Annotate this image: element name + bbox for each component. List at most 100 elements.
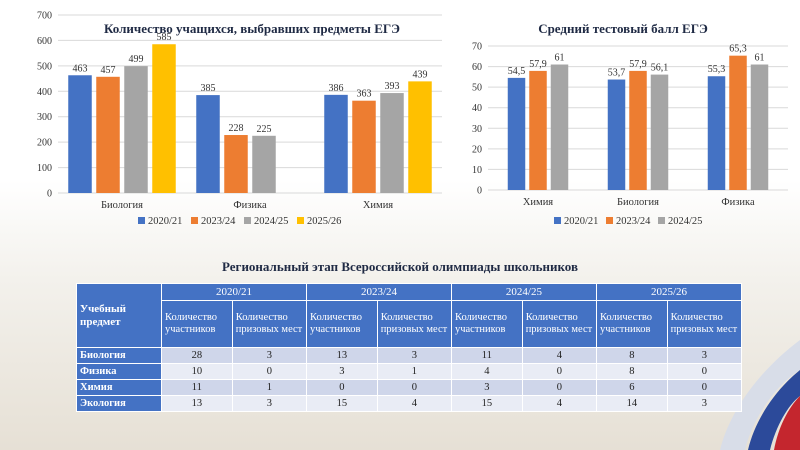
students-chart: Количество учащихся, выбравших предметы … — [37, 11, 442, 227]
table-cell: 1 — [231, 379, 307, 396]
legend-label: 2020/21 — [148, 216, 182, 227]
table-row: Физика 10 0 3 1 4 0 8 0 — [76, 363, 743, 380]
olympiad-title: Региональный этап Всероссийской олимпиад… — [222, 259, 578, 274]
participants-header: Количество участников — [161, 300, 233, 348]
data-label: 61 — [555, 53, 565, 64]
flag-swoosh-decoration — [720, 340, 800, 450]
data-label: 61 — [755, 53, 765, 64]
data-label: 463 — [73, 63, 88, 74]
chart-title: Количество учащихся, выбравших предметы … — [104, 21, 400, 36]
subject-cell: Биология — [76, 347, 162, 364]
table-cell: 0 — [666, 363, 743, 380]
data-label: 363 — [357, 89, 372, 100]
bar — [124, 66, 148, 193]
data-label: 225 — [257, 124, 272, 135]
table-cell: 3 — [666, 395, 743, 412]
table-row: Биология 28 3 13 3 11 4 8 3 — [76, 347, 743, 364]
participants-header: Количество участников — [450, 300, 523, 348]
bar — [750, 64, 769, 190]
bar — [550, 64, 569, 190]
table-cell: 15 — [305, 395, 378, 412]
legend-label: 2020/21 — [564, 216, 598, 227]
winners-header: Количество призовых мест — [231, 300, 307, 348]
table-cell: 11 — [450, 347, 523, 364]
legend-label: 2023/24 — [616, 216, 651, 227]
year-header: 2020/21 — [161, 283, 307, 301]
data-label: 57,9 — [529, 59, 547, 70]
table-cell: 1 — [376, 363, 452, 380]
table-row: Химия 11 1 0 0 3 0 6 0 — [76, 379, 743, 396]
subject-cell: Физика — [76, 363, 162, 380]
y-tick-label: 0 — [477, 186, 482, 197]
table-cell: 0 — [666, 379, 743, 396]
table-cell: 3 — [666, 347, 743, 364]
winners-header: Количество призовых мест — [521, 300, 597, 348]
data-label: 57,9 — [629, 59, 647, 70]
data-label: 386 — [329, 83, 344, 94]
bar — [650, 74, 669, 190]
legend-swatch — [244, 217, 251, 224]
table-cell: 11 — [161, 379, 233, 396]
x-tick-label: Биология — [101, 200, 143, 211]
y-tick-label: 400 — [37, 87, 52, 98]
legend-label: 2023/24 — [201, 216, 236, 227]
bar — [607, 79, 626, 190]
y-tick-label: 300 — [37, 112, 52, 123]
legend-swatch — [191, 217, 198, 224]
table-cell: 13 — [305, 347, 378, 364]
y-tick-label: 0 — [47, 189, 52, 200]
data-label: 228 — [229, 123, 244, 134]
x-tick-label: Физика — [721, 197, 755, 208]
y-tick-label: 500 — [37, 61, 52, 72]
x-tick-label: Биология — [617, 197, 659, 208]
table-cell: 0 — [231, 363, 307, 380]
data-label: 499 — [129, 54, 144, 65]
y-tick-label: 200 — [37, 138, 52, 149]
x-tick-label: Физика — [233, 200, 267, 211]
table-cell: 13 — [161, 395, 233, 412]
table-cell: 3 — [231, 347, 307, 364]
y-tick-label: 60 — [472, 62, 482, 73]
data-label: 54,5 — [508, 66, 526, 77]
bar — [96, 76, 120, 193]
table-cell: 14 — [595, 395, 668, 412]
bar — [224, 135, 248, 193]
table-cell: 3 — [450, 379, 523, 396]
y-tick-label: 10 — [472, 165, 482, 176]
data-label: 56,1 — [651, 63, 669, 74]
table-cell: 28 — [161, 347, 233, 364]
bar — [68, 75, 92, 193]
table-cell: 0 — [305, 379, 378, 396]
table-cell: 4 — [376, 395, 452, 412]
bar — [729, 55, 747, 190]
bar — [529, 70, 547, 190]
year-header: 2025/26 — [595, 283, 743, 301]
table-cell: 3 — [231, 395, 307, 412]
olympiad-table: Учебный предмет 2020/21 2023/24 2024/25 … — [76, 283, 743, 412]
subject-column-header: Учебный предмет — [76, 283, 162, 348]
legend-swatch — [606, 217, 613, 224]
y-tick-label: 700 — [37, 11, 52, 22]
data-label: 385 — [201, 83, 216, 94]
data-label: 55,3 — [708, 64, 726, 75]
table-cell: 0 — [376, 379, 452, 396]
bar — [408, 81, 432, 193]
subject-cell: Экология — [76, 395, 162, 412]
table-cell: 3 — [305, 363, 378, 380]
table-cell: 8 — [595, 363, 668, 380]
table-cell: 0 — [521, 363, 597, 380]
table-cell: 0 — [521, 379, 597, 396]
bar — [352, 100, 376, 193]
table-row: Экология 13 3 15 4 15 4 14 3 — [76, 395, 743, 412]
bar — [324, 94, 348, 193]
legend-label: 2025/26 — [307, 216, 341, 227]
score-chart: Средний тестовый балл ЕГЭ 0 10 20 30 40 50 60 70… — [472, 21, 788, 227]
legend-label: 2024/25 — [254, 216, 288, 227]
bar — [380, 93, 404, 193]
table-cell: 4 — [521, 347, 597, 364]
bar — [507, 77, 526, 190]
table-cell: 3 — [376, 347, 452, 364]
x-tick-label: Химия — [363, 200, 393, 211]
y-tick-label: 20 — [472, 144, 482, 155]
legend-swatch — [138, 217, 145, 224]
